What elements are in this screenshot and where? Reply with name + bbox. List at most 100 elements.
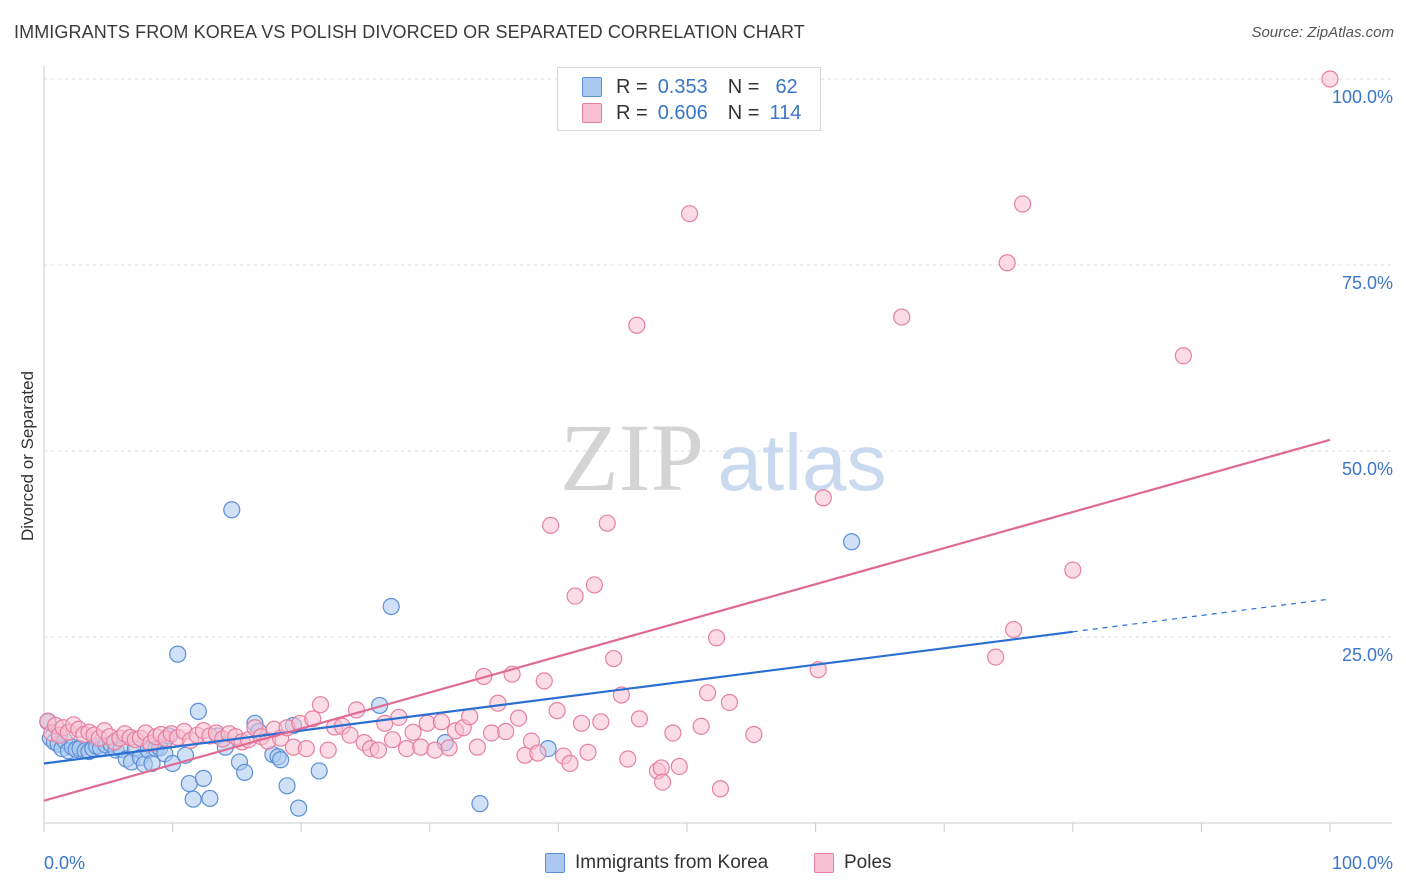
poles-point xyxy=(605,649,623,668)
poles-point xyxy=(509,709,528,727)
poles-point xyxy=(461,708,479,726)
poles-point xyxy=(814,489,832,507)
poles-point xyxy=(711,780,730,798)
poles-point xyxy=(482,724,501,742)
poles-point xyxy=(987,648,1005,666)
y-tick-label: 75.0% xyxy=(1342,273,1393,293)
poles-point xyxy=(707,629,726,647)
korea-point xyxy=(169,645,187,663)
korea-point xyxy=(290,799,308,817)
poles-point xyxy=(529,744,547,762)
watermark-atlas: atlas xyxy=(718,418,887,507)
bottom-legend-poles: Poles xyxy=(814,852,892,874)
poles-point xyxy=(369,741,387,759)
poles-point xyxy=(404,723,422,741)
series-poles-points xyxy=(39,70,1339,798)
korea-point xyxy=(194,769,213,787)
poles-point xyxy=(548,702,566,720)
poles-point xyxy=(468,738,486,756)
bottom-legend-swatch-poles xyxy=(814,853,834,873)
legend-n-value-korea: 62 xyxy=(775,75,798,98)
legend-row-poles: R = 0.606 N = 114 xyxy=(582,101,801,125)
poles-point xyxy=(619,750,637,768)
y-tick-label: 25.0% xyxy=(1342,645,1393,665)
poles-point xyxy=(628,316,646,334)
poles-point xyxy=(664,724,682,742)
poles-point xyxy=(1014,195,1032,213)
korea-point xyxy=(382,597,400,616)
poles-point xyxy=(1321,70,1339,88)
poles-point xyxy=(535,672,553,690)
poles-point xyxy=(630,710,649,728)
x-tick-label: 0.0% xyxy=(44,853,85,873)
trend-line-korea-extension xyxy=(1072,598,1331,633)
bottom-legend-label-korea: Immigrants from Korea xyxy=(575,852,769,873)
trend-lines xyxy=(43,438,1331,802)
poles-point xyxy=(398,739,416,758)
bottom-legend-label-poles: Poles xyxy=(844,852,892,873)
poles-point xyxy=(692,717,710,735)
poles-point xyxy=(720,693,739,712)
poles-point xyxy=(383,731,402,749)
legend-r-label: R = xyxy=(616,75,648,98)
poles-point xyxy=(998,254,1016,272)
korea-point xyxy=(184,790,202,808)
poles-point xyxy=(426,741,444,759)
korea-point xyxy=(189,702,207,721)
correlation-legend: R = 0.353 N = 62 R = 0.606 N = 114 xyxy=(557,67,821,131)
watermark-zip: ZIP xyxy=(560,404,704,511)
legend-row-korea: R = 0.353 N = 62 xyxy=(582,75,798,99)
legend-swatch-poles xyxy=(582,103,602,123)
legend-n-label: N = xyxy=(727,101,760,124)
x-tick-label: 100.0% xyxy=(1332,853,1393,873)
poles-point xyxy=(432,713,450,731)
poles-point xyxy=(297,739,315,758)
legend-r-value-poles: 0.606 xyxy=(657,101,708,124)
source-credit: Source: ZipAtlas.com xyxy=(1251,24,1394,41)
bottom-legend-swatch-korea xyxy=(545,853,565,873)
poles-point xyxy=(1005,620,1023,639)
korea-point xyxy=(201,789,219,808)
watermark: ZIP atlas xyxy=(560,404,886,511)
tick-labels: 25.0% 50.0% 75.0% 100.0% 0.0% 100.0% xyxy=(44,87,1393,873)
poles-point xyxy=(440,739,458,757)
korea-point xyxy=(843,533,861,551)
poles-point xyxy=(311,696,330,714)
poles-point xyxy=(653,773,672,791)
poles-point xyxy=(579,743,597,761)
poles-point xyxy=(319,741,337,759)
chart-title: IMMIGRANTS FROM KOREA VS POLISH DIVORCED… xyxy=(14,22,805,42)
series-korea-points xyxy=(39,501,861,817)
trend-line-korea xyxy=(43,630,1073,765)
korea-point xyxy=(278,777,296,795)
korea-point xyxy=(272,751,290,769)
poles-point xyxy=(598,514,616,532)
poles-point xyxy=(572,714,591,732)
legend-n-label: N = xyxy=(727,75,760,98)
poles-point xyxy=(497,722,515,741)
poles-point xyxy=(561,754,579,773)
y-tick-label: 50.0% xyxy=(1342,459,1393,479)
poles-point xyxy=(566,587,584,605)
legend-r-value-korea: 0.353 xyxy=(657,75,708,98)
poles-point xyxy=(893,308,911,326)
poles-point xyxy=(341,726,359,744)
poles-point xyxy=(680,205,699,223)
korea-point xyxy=(471,795,489,813)
poles-point xyxy=(670,757,688,776)
korea-point xyxy=(310,762,328,780)
poles-point xyxy=(592,713,610,731)
poles-point xyxy=(585,576,604,594)
legend-n-value-poles: 114 xyxy=(769,101,802,124)
y-axis-label: Divorced or Separated xyxy=(18,370,37,542)
legend-r-label: R = xyxy=(616,101,648,124)
poles-point xyxy=(542,516,560,535)
poles-point xyxy=(304,710,322,728)
korea-point xyxy=(223,501,241,519)
poles-point xyxy=(652,759,670,777)
poles-point xyxy=(698,684,717,702)
bottom-legend-korea: Immigrants from Korea xyxy=(545,852,768,874)
poles-point xyxy=(1174,347,1192,365)
poles-point xyxy=(745,725,763,744)
